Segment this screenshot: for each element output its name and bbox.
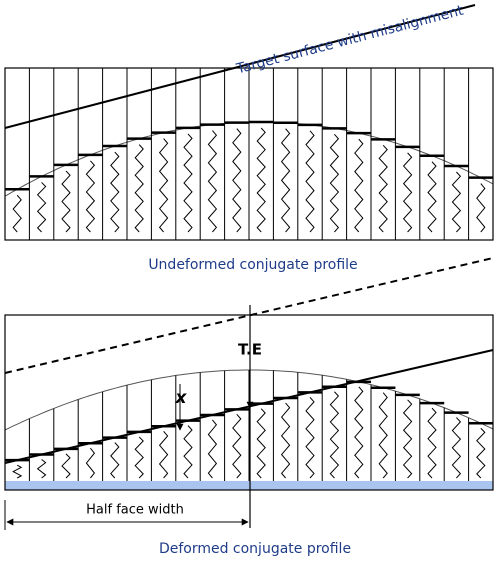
bottom-frame <box>4 314 494 491</box>
profile-curve <box>4 369 494 431</box>
spring <box>85 447 96 479</box>
spring <box>256 127 266 233</box>
spring <box>12 464 23 479</box>
spring <box>378 392 388 479</box>
spring <box>207 419 218 479</box>
spring <box>451 417 462 479</box>
width-label: Half face width <box>86 503 184 518</box>
spring <box>354 386 364 479</box>
spring <box>329 133 340 233</box>
spring <box>36 459 47 479</box>
spring <box>280 128 291 233</box>
spring <box>402 399 413 479</box>
base-band <box>5 481 493 490</box>
spring <box>110 151 120 233</box>
spring <box>85 160 96 233</box>
spring <box>232 413 242 479</box>
spring <box>183 425 193 479</box>
spring <box>134 436 144 479</box>
spring <box>427 161 437 233</box>
spring <box>61 170 71 233</box>
spring <box>134 144 144 233</box>
spring <box>476 427 486 479</box>
line-label: Target surface with misalignment <box>234 2 466 77</box>
spring <box>207 130 218 233</box>
spring <box>427 407 437 479</box>
spring <box>305 130 315 233</box>
spring <box>158 138 169 233</box>
spring <box>36 182 47 233</box>
caption: Deformed conjugate profile <box>159 541 351 557</box>
spring <box>402 152 413 233</box>
spring <box>256 408 266 479</box>
spring <box>61 453 71 479</box>
spring <box>305 397 315 479</box>
spring <box>476 183 486 233</box>
target-line <box>4 4 476 129</box>
spring <box>232 128 242 233</box>
spring <box>280 402 291 479</box>
spring <box>354 138 364 233</box>
spring <box>451 171 462 233</box>
spring <box>329 391 340 479</box>
spring <box>158 430 169 479</box>
spring <box>12 194 22 233</box>
top-frame <box>4 67 494 241</box>
caption: Undeformed conjugate profile <box>148 257 357 273</box>
spring <box>378 144 388 233</box>
columns <box>4 68 494 481</box>
spring <box>183 133 193 233</box>
spring <box>110 442 120 479</box>
te-label: T.E <box>238 341 262 359</box>
x-label: x <box>175 388 188 408</box>
